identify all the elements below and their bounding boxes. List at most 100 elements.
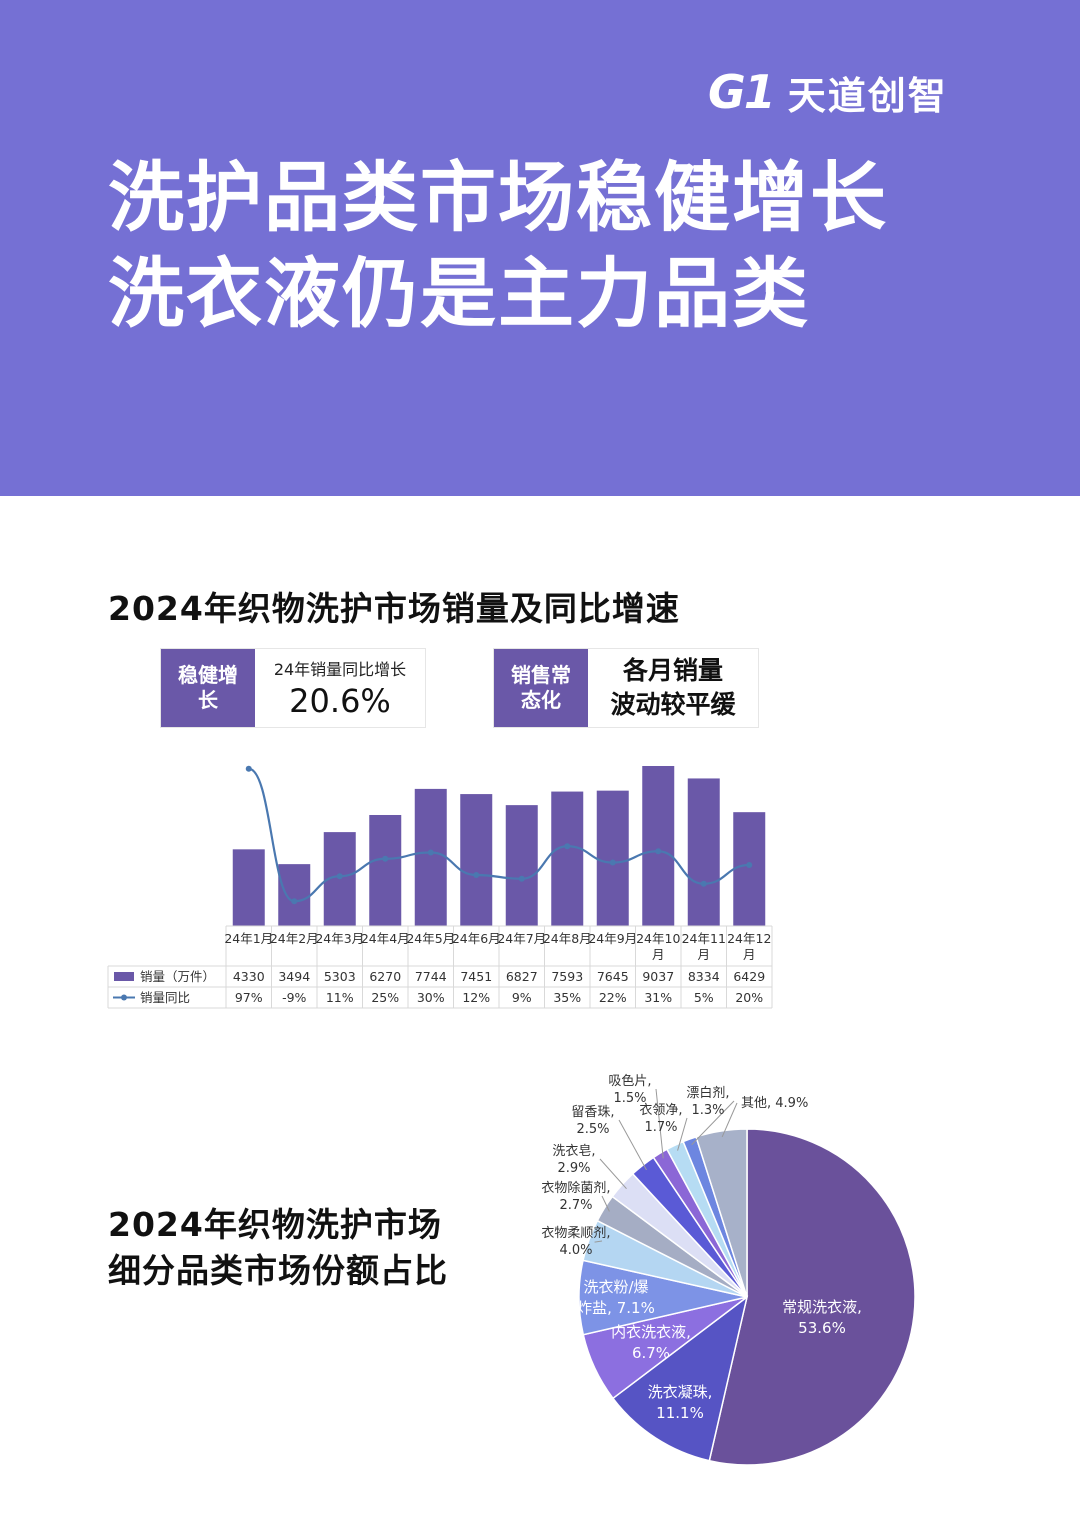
yoy-point-6 <box>473 872 480 878</box>
pie-label: 2.9% <box>557 1161 590 1176</box>
yoy-point-1 <box>245 765 252 772</box>
sales-value-label: 7451 <box>460 969 492 984</box>
category-label: 24年3月 <box>315 931 364 946</box>
kpi-growth-label: 24年销量同比增长 <box>273 660 407 679</box>
pie-slice-1 <box>708 1128 916 1466</box>
pie-label: 内衣洗衣液, <box>611 1323 691 1341</box>
yoy-point-8 <box>564 843 571 850</box>
pie-label: 1.5% <box>613 1091 646 1106</box>
pie-slice-2 <box>611 1295 749 1462</box>
yoy-value-label: 9% <box>512 990 532 1005</box>
bar-8 <box>551 791 584 926</box>
pie-label: 洗衣凝珠, <box>648 1383 713 1401</box>
kpi-stability-card: 销售常态化 各月销量 波动较平缓 <box>493 648 759 728</box>
pie-leader-line <box>599 1158 627 1190</box>
yoy-point-11 <box>700 880 707 887</box>
kpi-stability-note-2: 波动较平缓 <box>610 690 736 719</box>
bar-10 <box>642 766 675 926</box>
kpi-stability-note-1: 各月销量 <box>622 656 723 685</box>
pie-label: 其他, 4.9% <box>741 1096 808 1111</box>
sales-value-label: 4330 <box>233 969 265 984</box>
bar-6 <box>460 794 493 926</box>
pie-slice-12 <box>695 1128 748 1298</box>
kpi-growth-tag: 稳健增长 <box>161 649 255 727</box>
pie-leader-line <box>655 1088 664 1159</box>
pie-label: 吸色片, <box>608 1073 651 1089</box>
yoy-value-label: 30% <box>417 990 445 1005</box>
pie-leader-line <box>618 1119 647 1171</box>
kpi-growth-value: 20.6% <box>289 682 391 720</box>
kpi-stability-tag: 销售常态化 <box>494 649 588 727</box>
category-label: 月 <box>743 947 756 962</box>
pie-label: 2.5% <box>576 1122 609 1137</box>
brand-logo: G1 天道创智 <box>708 64 948 120</box>
yoy-line <box>248 767 750 903</box>
pie-label: 衣物除菌剂, <box>541 1180 610 1196</box>
pie-label: 洗衣皂, <box>552 1143 595 1159</box>
pie-leader-line <box>721 1102 738 1138</box>
yoy-value-label: 25% <box>371 990 399 1005</box>
bar-5 <box>414 788 447 926</box>
category-label: 24年2月 <box>270 931 319 946</box>
bar-7 <box>505 805 538 926</box>
bar-4 <box>369 814 402 926</box>
kpi-growth-card: 稳健增长 24年销量同比增长 20.6% <box>160 648 426 728</box>
yoy-value-label: -9% <box>282 990 306 1005</box>
legend-line-label: 销量同比 <box>140 990 190 1005</box>
logo-mark: G1 <box>708 65 776 119</box>
hero-banner: G1 天道创智 洗护品类市场稳健增长 洗衣液仍是主力品类 <box>0 0 1080 496</box>
yoy-point-2 <box>291 898 298 905</box>
category-label: 24年5月 <box>406 931 455 946</box>
legend-bar-label: 销量（万件） <box>140 969 215 984</box>
sales-value-label: 3494 <box>278 969 310 984</box>
share-title-line-1: 2024年织物洗护市场 <box>108 1205 442 1244</box>
category-share-pie-chart: 常规洗衣液, 53.6% 洗衣凝珠, 11.1% 内衣洗衣液, 6.7% 洗衣粉/爆炸盐, … <box>541 1073 916 1466</box>
pie-label: 漂白剂, <box>686 1085 729 1101</box>
category-label: 24年9月 <box>588 931 637 946</box>
category-label: 24年1月 <box>224 931 273 946</box>
pie-leader-line <box>594 1240 603 1243</box>
yoy-value-label: 97% <box>235 990 263 1005</box>
pie-leader-line <box>691 1100 735 1146</box>
yoy-value-label: 5% <box>694 990 714 1005</box>
pie-label: 53.6% <box>798 1319 846 1337</box>
bar-2 <box>278 864 311 926</box>
yoy-value-label: 11% <box>326 990 354 1005</box>
category-label: 24年4月 <box>361 931 410 946</box>
pie-leader-line <box>601 1195 610 1212</box>
legend-line-marker <box>121 994 127 1001</box>
bar-9 <box>596 790 629 926</box>
category-label: 24年10 <box>636 931 680 946</box>
brand-name: 天道创智 <box>787 73 948 118</box>
bar-11 <box>687 778 720 926</box>
yoy-value-label: 31% <box>644 990 672 1005</box>
sales-value-label: 8334 <box>688 969 720 984</box>
pie-label: 11.1% <box>656 1404 704 1422</box>
sales-value-label: 6270 <box>369 969 401 984</box>
category-label: 月 <box>652 947 665 962</box>
pie-label: 衣物柔顺剂, <box>541 1225 610 1241</box>
yoy-value-label: 20% <box>735 990 763 1005</box>
yoy-point-7 <box>518 875 525 882</box>
sales-value-label: 7744 <box>415 969 447 984</box>
pie-label: 洗衣粉/爆 <box>583 1278 648 1296</box>
pie-label: 衣领净, <box>639 1102 682 1118</box>
category-label: 24年6月 <box>452 931 501 946</box>
pie-label: 2.7% <box>559 1198 592 1213</box>
pie-label: 炸盐, 7.1% <box>577 1299 655 1317</box>
category-label: 24年7月 <box>497 931 546 946</box>
sales-value-label: 9037 <box>642 969 674 984</box>
yoy-point-9 <box>609 859 616 866</box>
yoy-value-label: 22% <box>599 990 627 1005</box>
sales-value-label: 7593 <box>551 969 583 984</box>
legend-bar-swatch <box>114 972 134 981</box>
yoy-point-12 <box>746 862 753 868</box>
pie-label: 1.3% <box>691 1103 724 1118</box>
yoy-point-4 <box>382 855 389 862</box>
category-label: 24年8月 <box>543 931 592 946</box>
title-line-2: 洗衣液仍是主力品类 <box>108 249 810 338</box>
yoy-value-label: 12% <box>462 990 490 1005</box>
sales-value-label: 6827 <box>506 969 538 984</box>
share-chart-title: 2024年织物洗护市场 细分品类市场份额占比 <box>108 1202 448 1294</box>
pie-label: 留香珠, <box>571 1105 614 1120</box>
